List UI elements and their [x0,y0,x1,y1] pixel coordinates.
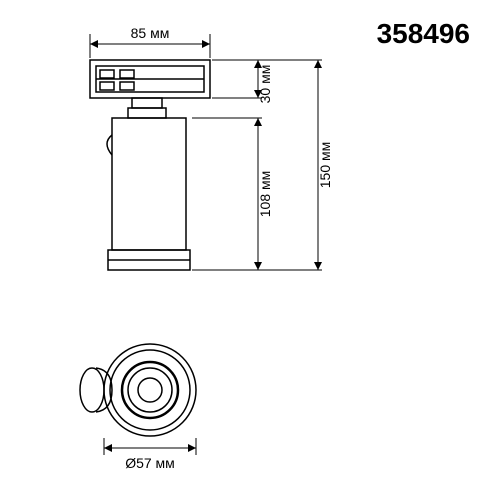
dim-width-top: 85 мм [90,25,210,58]
neck [128,98,166,118]
dim-width-label: 85 мм [131,25,170,41]
technical-drawing: 85 мм 30 мм 108 мм [0,0,500,500]
dim-30-label: 30 мм [257,65,273,104]
body-side [107,118,190,270]
bottom-view [80,344,196,436]
dim-108: 108 мм [192,118,273,270]
dim-30: 30 мм [212,60,273,103]
dim-diameter: Ø57 мм [104,438,196,471]
dim-dia-label: Ø57 мм [125,455,175,471]
connector [90,60,210,98]
product-code: 358496 [377,18,470,50]
dim-108-label: 108 мм [257,171,273,218]
dim-150-label: 150 мм [317,142,333,189]
